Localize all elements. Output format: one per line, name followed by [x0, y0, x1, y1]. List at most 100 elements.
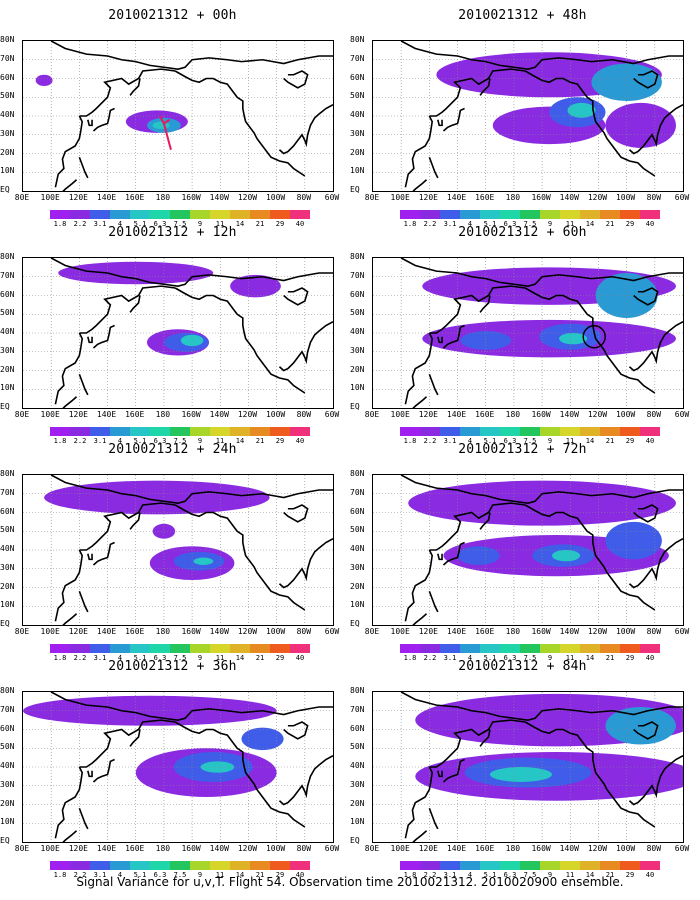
colorbar-swatch	[170, 210, 190, 219]
lon-tick-label: 160E	[125, 844, 145, 853]
map-canvas	[373, 475, 683, 625]
colorbar-label: 9	[547, 220, 553, 228]
colorbar-label: 40	[645, 871, 655, 879]
lon-tick-label: 160W	[181, 627, 201, 636]
colorbar-swatch	[270, 644, 290, 653]
variance-region	[489, 767, 552, 782]
lat-tick-label: 50N	[0, 91, 15, 101]
colorbar-swatch	[480, 644, 500, 653]
lon-tick-label: 80E	[14, 193, 30, 202]
lon-tick-label: 160E	[475, 410, 495, 419]
colorbar-swatch	[170, 427, 190, 436]
coastline	[79, 285, 176, 334]
colorbar-swatch	[580, 210, 600, 219]
lon-tick-label: 140E	[446, 193, 467, 202]
lat-tick-label: 40N	[350, 544, 365, 553]
map-canvas	[373, 692, 683, 842]
lat-tick-label: 30N	[350, 779, 365, 789]
coastline	[524, 721, 656, 828]
colorbar-swatch	[170, 861, 190, 870]
colorbar-swatch	[190, 210, 210, 219]
coastline	[54, 115, 84, 188]
lat-tick-label: 40N	[0, 761, 15, 770]
coastline	[412, 830, 428, 842]
colorbar-swatch	[90, 210, 110, 219]
lon-tick-label: 180	[505, 193, 521, 202]
lat-tick-label: 50N	[0, 525, 15, 535]
variance-region	[193, 557, 214, 565]
colorbar-label: 9	[197, 871, 203, 879]
colorbar-label: 1.8	[53, 437, 67, 445]
lon-tick-label: 120W	[237, 844, 258, 853]
lat-tick-label: 60N	[350, 72, 365, 82]
colorbar-swatch	[170, 644, 190, 653]
map-panel: 2010021312 + 48h 80N 70N 60N 50N 40N 30N 20N 10N…	[350, 0, 695, 228]
lat-tick-label: 50N	[350, 308, 365, 318]
variance-region	[605, 102, 676, 148]
lat-tick-label: 80N	[0, 252, 15, 261]
coastline	[278, 538, 333, 589]
lon-tick-label: 140W	[209, 410, 229, 419]
lat-tick-label: 80N	[0, 469, 15, 478]
colorbar-swatch	[460, 427, 480, 436]
lat-tick-label: 20N	[0, 364, 15, 374]
map-canvas	[23, 258, 333, 408]
lon-tick-label: 160E	[475, 193, 495, 202]
lat-tick-label: 40N	[0, 544, 15, 553]
coastline	[437, 553, 443, 561]
coastline	[400, 692, 683, 721]
colorbar-label: 7.5	[523, 220, 537, 228]
colorbar-label: 5.1	[133, 871, 147, 879]
colorbar-swatch	[400, 427, 420, 436]
colorbar-label: 1.8	[403, 437, 417, 445]
colorbar-label: 5.1	[483, 437, 497, 445]
colorbar-swatch	[50, 644, 70, 653]
lon-tick-label: 80W	[646, 410, 662, 419]
lat-tick-label: 30N	[0, 562, 15, 572]
lat-tick-label: 80N	[0, 35, 15, 44]
coastline	[442, 107, 465, 132]
lon-tick-label: 160W	[181, 844, 201, 853]
lat-tick-label: 30N	[0, 128, 15, 138]
lon-tick-label: 100W	[615, 410, 636, 419]
colorbar-swatch	[460, 210, 480, 219]
lat-tick-label: 10N	[350, 600, 365, 610]
colorbar-label: 9	[197, 437, 203, 445]
lat-tick-label: 60N	[350, 506, 365, 516]
colorbar-label: 29	[275, 654, 285, 662]
colorbar-label: 6.3	[153, 437, 167, 445]
lon-tick-label: 100W	[615, 627, 636, 636]
lon-tick-label: 180	[155, 410, 171, 419]
colorbar-label: 40	[645, 220, 655, 228]
colorbar	[400, 861, 660, 870]
colorbar-swatch	[190, 644, 210, 653]
variance-region	[230, 274, 281, 298]
lon-tick-label: 140E	[446, 844, 467, 853]
colorbar-label: 5.1	[483, 220, 497, 228]
colorbar-label: 11	[215, 654, 225, 662]
colorbar-label: 14	[235, 654, 245, 662]
lon-tick-label: 160W	[531, 844, 551, 853]
colorbar-swatch	[70, 427, 90, 436]
coastline	[633, 287, 659, 306]
colorbar-label: 2.2	[73, 437, 87, 445]
colorbar-swatch	[580, 427, 600, 436]
colorbar-label: 1.8	[403, 871, 417, 879]
coastline	[129, 78, 141, 96]
lon-tick-label: 160E	[125, 193, 145, 202]
coastline	[524, 287, 656, 394]
colorbar-swatch	[560, 644, 580, 653]
highlight-circle	[582, 325, 606, 349]
map-panel: 2010021312 + 72h 80N 70N 60N 50N 40N 30N 20N 10N…	[350, 434, 695, 662]
colorbar-swatch	[600, 644, 620, 653]
lon-tick-label: 140W	[559, 193, 579, 202]
lon-tick-label: 80W	[646, 193, 662, 202]
colorbar-swatch	[540, 210, 560, 219]
colorbar-swatch	[580, 644, 600, 653]
lat-tick-label: 10N	[0, 383, 15, 393]
coastline	[278, 104, 333, 155]
colorbar-swatch	[230, 427, 250, 436]
colorbar	[400, 644, 660, 653]
colorbar-label: 9	[547, 437, 553, 445]
coastline	[400, 41, 683, 70]
